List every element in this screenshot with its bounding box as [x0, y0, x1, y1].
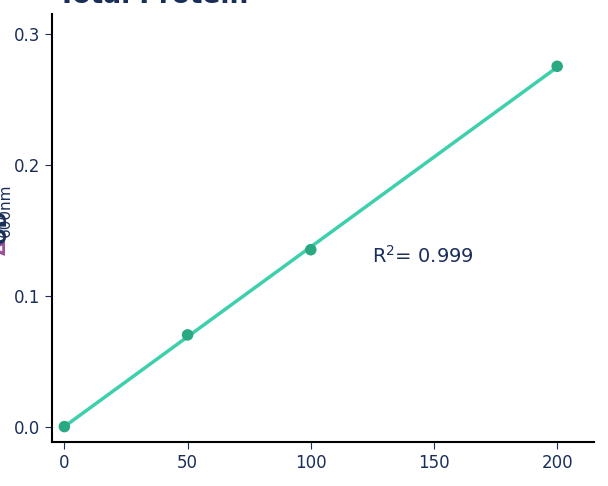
- Point: [183, 331, 193, 339]
- Text: $\mathregular{R^2}$= 0.999: $\mathregular{R^2}$= 0.999: [372, 245, 474, 267]
- Text: Total Protein: Total Protein: [58, 0, 249, 9]
- Text: OD: OD: [0, 210, 10, 243]
- Point: [552, 62, 562, 70]
- Point: [60, 423, 69, 431]
- Point: [306, 246, 316, 254]
- Text: 600nm: 600nm: [0, 183, 13, 237]
- Text: Δ: Δ: [0, 240, 10, 255]
